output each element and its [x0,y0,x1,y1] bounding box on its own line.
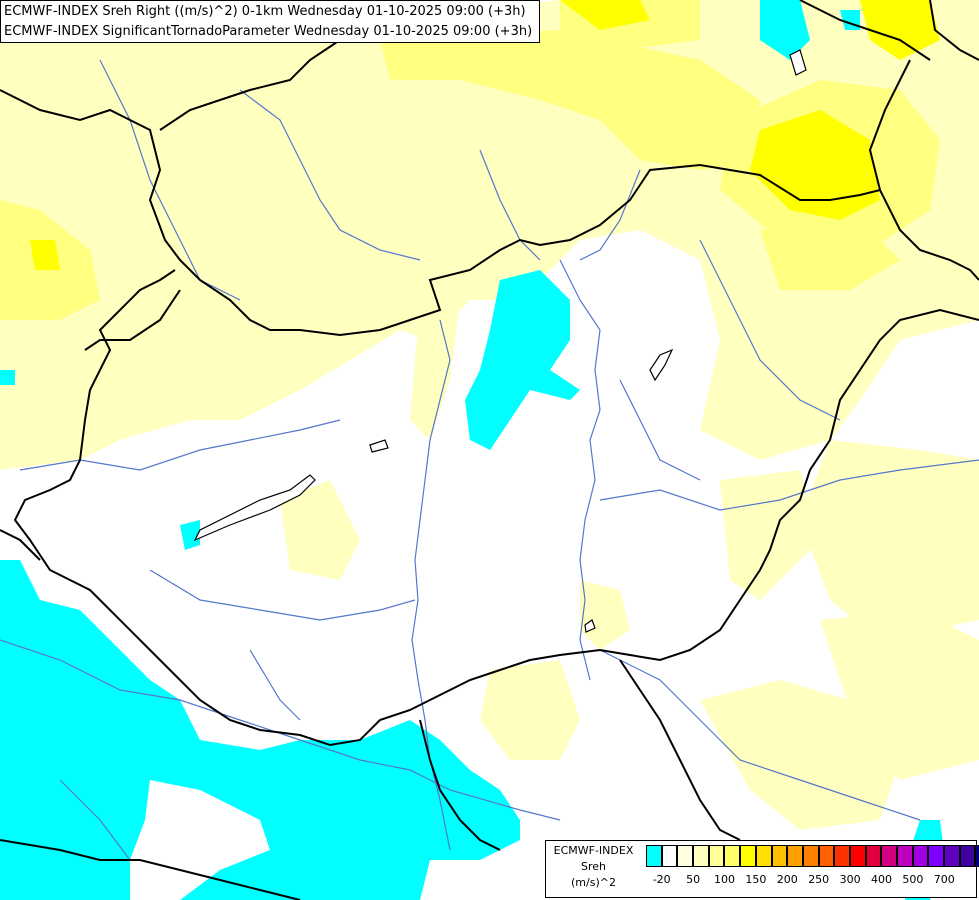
legend-swatch [834,845,850,867]
legend-swatch [724,845,741,867]
legend-label: 100 [714,873,735,886]
legend-label: 300 [839,873,861,886]
legend-swatch [708,845,725,867]
sreh-bright-yellow-areas [30,0,940,270]
legend-swatch [787,845,803,867]
map-title-line-2: ECMWF-INDEX SignificantTornadoParameter … [4,24,533,39]
legend-swatch [740,845,756,867]
legend-label: 150 [745,873,767,886]
legend-label: 500 [902,873,924,886]
legend-swatch [693,845,709,867]
legend-swatches [646,845,979,867]
legend-title-unit: (m/s)^2 [571,876,616,889]
legend-title-param: Sreh [580,860,606,873]
legend-swatch [865,845,882,867]
legend-swatch [897,845,913,867]
legend-swatch [959,845,976,867]
legend-swatch [912,845,929,867]
legend-swatch [975,845,979,867]
legend-swatch [646,845,662,867]
legend-swatch [818,845,835,867]
legend-title-model: ECMWF-INDEX [553,844,634,857]
legend-swatch [944,845,960,867]
legend-label: 700 [933,873,955,886]
legend-labels: -20 50 100 150 200 250 300 400 500 700 [646,873,976,889]
legend-swatch [771,845,788,867]
legend-swatch [677,845,694,867]
legend-label: 50 [686,873,701,886]
legend-swatch [755,845,772,867]
legend-swatch [802,845,819,867]
color-legend: ECMWF-INDEX Sreh (m/s)^2 -20 50 100 150 200 2… [545,840,979,898]
lakes [193,49,807,633]
legend-label: 200 [776,873,798,886]
map-title-box: ECMWF-INDEX Sreh Right ((m/s)^2) 0-1km W… [0,0,540,43]
legend-swatch [928,845,945,867]
legend-label: 250 [808,873,830,886]
legend-label: -20 [652,873,671,886]
legend-label: 400 [871,873,892,886]
legend-swatch [849,845,866,867]
map-title-line-1: ECMWF-INDEX Sreh Right ((m/s)^2) 0-1km W… [4,4,526,19]
legend-swatch [661,845,678,867]
legend-swatch [881,845,897,867]
